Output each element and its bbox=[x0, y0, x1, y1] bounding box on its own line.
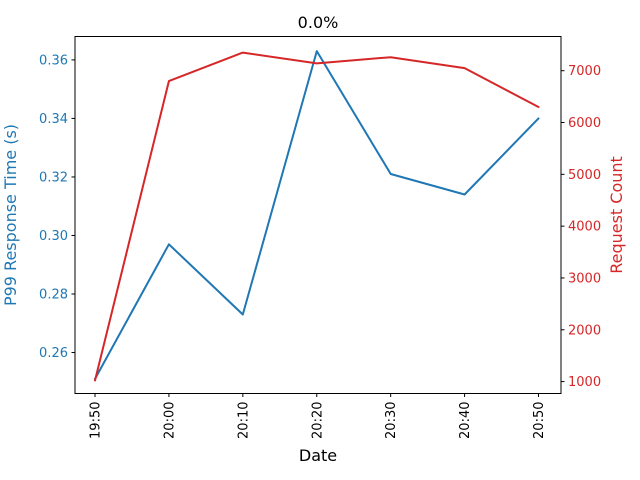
chart-title: 0.0% bbox=[298, 13, 339, 32]
x-axis-label: Date bbox=[299, 446, 337, 465]
x-tick-label: 20:40 bbox=[458, 402, 473, 439]
y-left-tick-label: 0.26 bbox=[39, 346, 68, 361]
y-left-tick-label: 0.32 bbox=[39, 170, 68, 185]
x-tick-label: 20:20 bbox=[310, 402, 325, 439]
y-right-tick-label: 2000 bbox=[568, 323, 601, 338]
plot-area: 19:50 20:00 20:10 20:20 20:30 20:40 20:50 0.26 0… bbox=[39, 36, 601, 439]
right-y-axis-label: Request Count bbox=[607, 156, 626, 274]
y-right-tick-label: 1000 bbox=[568, 375, 601, 390]
x-tick-label: 20:10 bbox=[236, 402, 251, 439]
plot-border bbox=[74, 36, 562, 394]
y-left-tick-label: 0.34 bbox=[39, 112, 68, 127]
y-left-tick-label: 0.36 bbox=[39, 53, 68, 68]
p99-response-time-line bbox=[94, 50, 540, 380]
x-tick-label: 20:00 bbox=[162, 402, 177, 439]
x-tick-label: 20:30 bbox=[384, 402, 399, 439]
y-left-tick-label: 0.30 bbox=[39, 229, 68, 244]
y-right-tick-label: 6000 bbox=[568, 116, 601, 131]
x-tick-label: 20:50 bbox=[532, 402, 547, 439]
request-count-line bbox=[94, 51, 540, 382]
y-right-tick-label: 3000 bbox=[568, 271, 601, 286]
y-right-tick-label: 4000 bbox=[568, 220, 601, 235]
x-tick-label: 19:50 bbox=[89, 402, 104, 439]
left-y-axis-label: P99 Response Time (s) bbox=[1, 124, 20, 306]
y-left-tick-label: 0.28 bbox=[39, 288, 68, 303]
y-right-tick-label: 5000 bbox=[568, 168, 601, 183]
y-right-tick-label: 7000 bbox=[568, 64, 601, 79]
